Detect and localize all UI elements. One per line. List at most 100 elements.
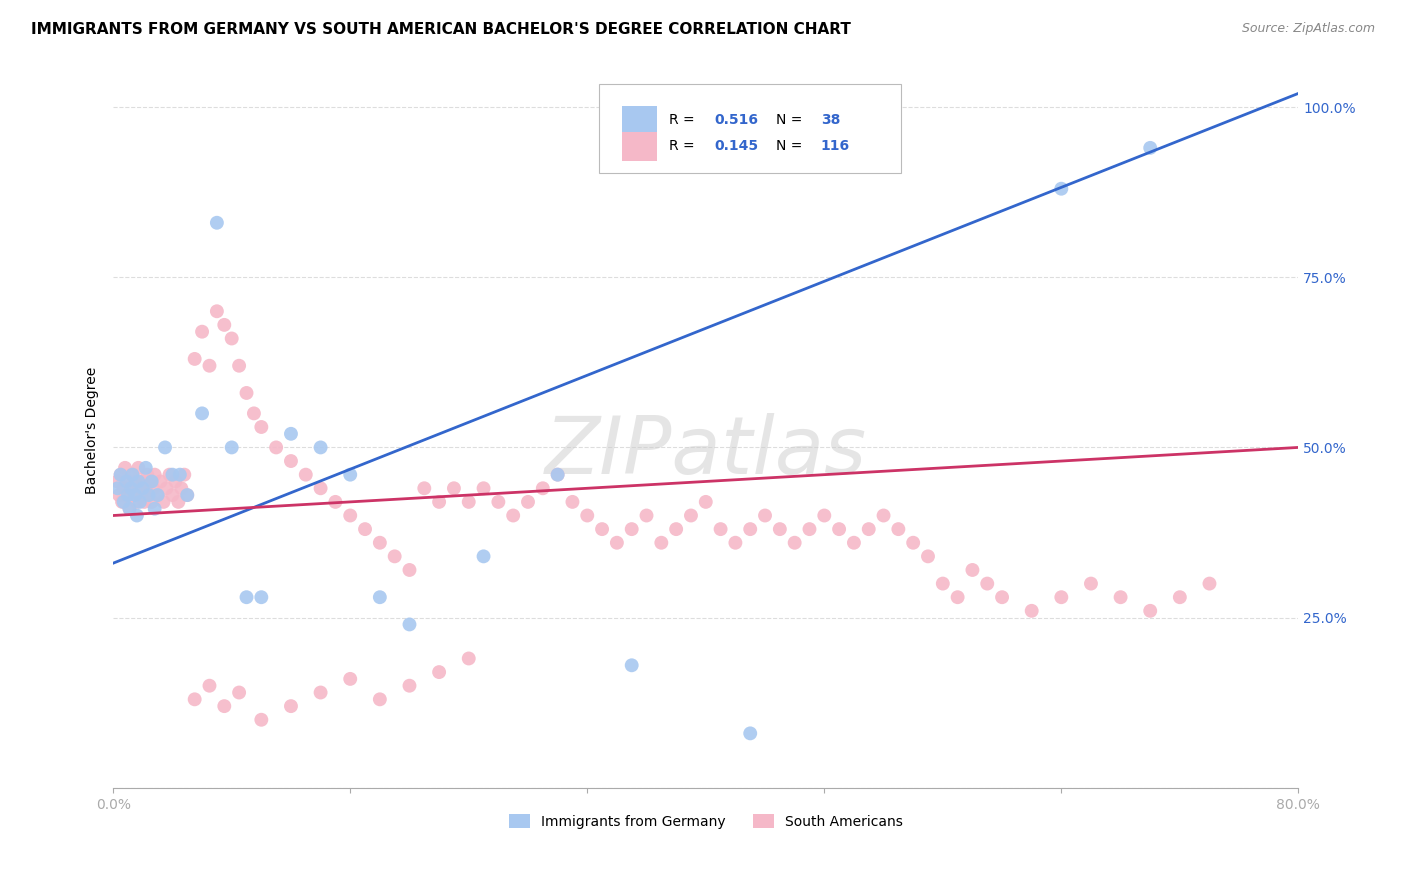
Point bbox=[962, 563, 984, 577]
Point bbox=[502, 508, 524, 523]
FancyBboxPatch shape bbox=[621, 132, 657, 161]
Point bbox=[243, 406, 266, 420]
Point bbox=[1198, 576, 1220, 591]
Point bbox=[120, 481, 142, 495]
Point bbox=[107, 475, 129, 489]
Point bbox=[183, 692, 205, 706]
Point bbox=[198, 679, 221, 693]
Point bbox=[339, 467, 361, 482]
Point bbox=[1139, 141, 1161, 155]
FancyBboxPatch shape bbox=[621, 106, 657, 135]
Point bbox=[665, 522, 688, 536]
Point bbox=[309, 481, 332, 495]
Point bbox=[724, 535, 747, 549]
Point bbox=[110, 467, 132, 482]
Point bbox=[132, 481, 155, 495]
Point bbox=[183, 351, 205, 366]
Point bbox=[976, 576, 998, 591]
Point bbox=[769, 522, 792, 536]
Point bbox=[384, 549, 406, 564]
Point bbox=[221, 331, 243, 345]
Point bbox=[221, 441, 243, 455]
Point bbox=[710, 522, 733, 536]
Point bbox=[124, 488, 146, 502]
Point bbox=[214, 318, 236, 332]
Point bbox=[107, 481, 129, 495]
Point bbox=[917, 549, 939, 564]
Point bbox=[887, 522, 910, 536]
Point bbox=[128, 495, 150, 509]
Point bbox=[443, 481, 465, 495]
Text: IMMIGRANTS FROM GERMANY VS SOUTH AMERICAN BACHELOR'S DEGREE CORRELATION CHART: IMMIGRANTS FROM GERMANY VS SOUTH AMERICA… bbox=[31, 22, 851, 37]
Point bbox=[1021, 604, 1043, 618]
Point bbox=[127, 460, 149, 475]
Point bbox=[547, 467, 569, 482]
Point bbox=[228, 359, 250, 373]
Point bbox=[141, 475, 163, 489]
Point bbox=[110, 467, 132, 482]
Point bbox=[280, 699, 302, 714]
Point bbox=[561, 495, 583, 509]
Point bbox=[191, 406, 214, 420]
Point bbox=[198, 359, 221, 373]
Point bbox=[152, 495, 174, 509]
Point bbox=[946, 591, 969, 605]
Point bbox=[1050, 182, 1073, 196]
Point bbox=[169, 467, 191, 482]
Text: 0.516: 0.516 bbox=[714, 113, 758, 128]
FancyBboxPatch shape bbox=[599, 84, 901, 173]
Point bbox=[115, 488, 138, 502]
Text: 116: 116 bbox=[821, 139, 849, 153]
Point bbox=[117, 488, 139, 502]
Point bbox=[783, 535, 806, 549]
Point bbox=[472, 549, 495, 564]
Point bbox=[167, 495, 190, 509]
Point bbox=[108, 488, 131, 502]
Point bbox=[131, 488, 153, 502]
Text: R =: R = bbox=[669, 139, 699, 153]
Point bbox=[136, 467, 159, 482]
Point bbox=[842, 535, 865, 549]
Point bbox=[121, 467, 143, 482]
Point bbox=[125, 495, 148, 509]
Point bbox=[112, 495, 135, 509]
Point bbox=[799, 522, 821, 536]
Point bbox=[149, 475, 172, 489]
Point bbox=[135, 460, 157, 475]
Point bbox=[368, 591, 391, 605]
Text: 0.145: 0.145 bbox=[714, 139, 758, 153]
Point bbox=[135, 481, 157, 495]
Point bbox=[250, 591, 273, 605]
Point bbox=[124, 475, 146, 489]
Point bbox=[280, 454, 302, 468]
Point bbox=[162, 467, 184, 482]
Point bbox=[1080, 576, 1102, 591]
Point bbox=[264, 441, 287, 455]
Point bbox=[547, 467, 569, 482]
Point bbox=[1168, 591, 1191, 605]
Point bbox=[606, 535, 628, 549]
Point bbox=[235, 591, 257, 605]
Legend: Immigrants from Germany, South Americans: Immigrants from Germany, South Americans bbox=[503, 808, 908, 835]
Y-axis label: Bachelor's Degree: Bachelor's Degree bbox=[86, 367, 100, 494]
Point bbox=[486, 495, 509, 509]
Point bbox=[121, 467, 143, 482]
Point bbox=[134, 495, 156, 509]
Point bbox=[991, 591, 1014, 605]
Point bbox=[828, 522, 851, 536]
Point bbox=[1050, 591, 1073, 605]
Text: R =: R = bbox=[669, 113, 699, 128]
Point bbox=[368, 535, 391, 549]
Point bbox=[143, 467, 166, 482]
Point bbox=[620, 522, 643, 536]
Point bbox=[650, 535, 672, 549]
Point bbox=[740, 522, 762, 536]
Point bbox=[472, 481, 495, 495]
Point bbox=[250, 713, 273, 727]
Point bbox=[139, 475, 162, 489]
Point bbox=[858, 522, 880, 536]
Point bbox=[111, 495, 134, 509]
Point bbox=[932, 576, 955, 591]
Point bbox=[309, 441, 332, 455]
Point bbox=[872, 508, 894, 523]
